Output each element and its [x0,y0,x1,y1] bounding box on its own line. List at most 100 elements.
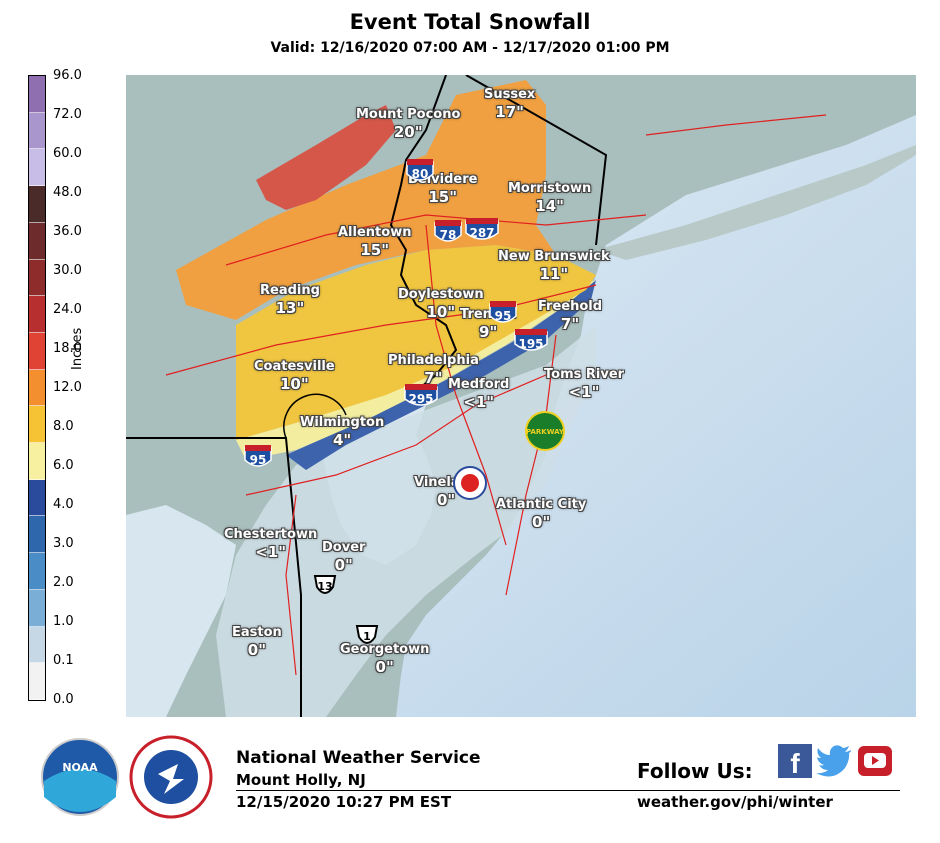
city-snowfall-value: 10" [426,302,456,321]
office-name: Mount Holly, NJ [236,771,366,789]
interstate-287-shield: 287 [465,218,499,240]
interstate-95-north-shield: 95 [489,301,517,323]
city-name: Doylestown [398,287,484,302]
city-name: New Brunswick [498,249,610,264]
twitter-icon[interactable] [815,742,855,778]
interstate-80-number: 80 [412,167,429,181]
city-name: Freehold [538,299,603,314]
legend-swatch [29,516,45,554]
legend-swatch [29,296,45,333]
nws-logo [129,735,213,819]
city-name: Coatesville [254,359,335,374]
legend-tick-label: 48.0 [53,185,82,200]
interstate-80-shield: 80 [406,159,434,181]
legend-swatch [29,186,45,223]
interstate-295-shield: 295 [404,384,438,406]
org-name: National Weather Service [236,748,481,768]
interstate-78-shield: 78 [434,220,462,242]
city-label: Chestertown <1" [224,527,317,561]
city-snowfall-value: 0" [375,657,394,676]
legend-tick-label: 0.1 [53,653,74,668]
interstate-195-number: 195 [518,337,543,351]
city-snowfall-value: 0" [532,512,551,531]
legend-swatch [29,259,45,297]
city-name: Philadelphia [388,353,479,368]
us-13-shield: 13 [313,575,337,594]
city-snowfall-value: 15" [428,187,458,206]
band-20 [256,105,396,210]
legend-swatch [29,222,45,260]
band-15 [176,80,556,320]
us-1-shield: 1 [355,625,379,644]
interstate-95-south-shield: 95 [244,445,272,467]
snowfall-map: Mount Pocono 20" Sussex 17" Belvidere 15" Morr… [126,74,916,717]
city-label: Morristown 14" [508,181,591,215]
city-snowfall-value: 0" [334,555,353,574]
city-name: Dover [322,540,366,555]
legend-tick-label: 60.0 [53,146,82,161]
city-snowfall-value: 7" [560,314,580,333]
winter-url[interactable]: weather.gov/phi/winter [637,793,833,811]
legend-tick-label: 2.0 [53,575,74,590]
legend-tick-label: 1.0 [53,614,74,629]
band-lt1 [286,280,596,470]
city-name: Atlantic City [496,497,587,512]
legend-tick-label: 18.0 [53,341,82,356]
noaa-logo-text: NOAA [62,761,98,774]
city-label: Sussex 17" [484,87,535,121]
legend-tick-label: 12.0 [53,380,82,395]
legend-tick-label: 6.0 [53,458,74,473]
legend-swatch [29,553,45,590]
legend-swatch [29,443,45,480]
legend-tick-label: 36.0 [53,224,82,239]
valid-period: Valid: 12/16/2020 07:00 AM - 12/17/2020 … [270,40,670,56]
city-snowfall-value: 11" [539,264,569,283]
city-name: Allentown [338,225,412,240]
map-title: Event Total Snowfall [349,10,591,34]
interstate-95-north-number: 95 [495,309,512,323]
nws-office-marker [453,466,487,500]
city-name: Medford [448,377,510,392]
legend-swatch [29,369,45,407]
state-border-nj-ny [465,74,608,246]
city-label: Philadelphia 7" [388,353,479,387]
interstate-295-number: 295 [408,392,433,406]
garden-state-parkway-shield: PARKWAY [525,411,565,451]
city-name: Mount Pocono [356,107,461,122]
city-label: New Brunswick 11" [498,249,610,283]
city-snowfall-value: 4" [332,430,352,449]
parkway-text: PARKWAY [526,428,565,436]
city-snowfall-value: <1" [568,382,600,401]
legend-swatch [29,332,45,370]
city-name: Toms River [544,367,625,382]
highways [165,114,827,676]
city-name: Chestertown [224,527,318,542]
interstate-78-number: 78 [440,228,457,242]
legend-tick-label: 72.0 [53,107,82,122]
facebook-icon[interactable]: f [778,744,812,779]
legend-tick-label: 30.0 [53,263,82,278]
us-1-number: 1 [363,630,371,643]
interstate-195-shield: 195 [514,329,548,351]
city-label: Georgetown 0" [340,642,429,676]
city-label: Doylestown 10" [398,287,484,321]
city-label: Reading 13" [260,283,320,317]
band-zero [216,325,596,717]
state-border-nj-pa [389,74,458,396]
city-name: Easton [232,625,282,640]
legend-axis-label: Inches [70,327,85,370]
city-label: Coatesville 10" [254,359,335,393]
chesapeake-bay [126,505,236,717]
legend-tick-label: 4.0 [53,497,74,512]
issued-time: 12/15/2020 10:27 PM EST [236,793,452,811]
city-label: Easton 0" [232,625,282,659]
legend-swatch [29,589,45,627]
city-snowfall-value: 9" [479,322,498,341]
legend-swatch [29,626,45,664]
legend-swatch [29,112,45,150]
noaa-logo: NOAA [41,738,119,816]
city-label: Allentown 15" [338,225,411,259]
legend-tick-label: 24.0 [53,302,82,317]
interstate-287-number: 287 [469,226,494,240]
youtube-icon[interactable] [857,744,893,778]
